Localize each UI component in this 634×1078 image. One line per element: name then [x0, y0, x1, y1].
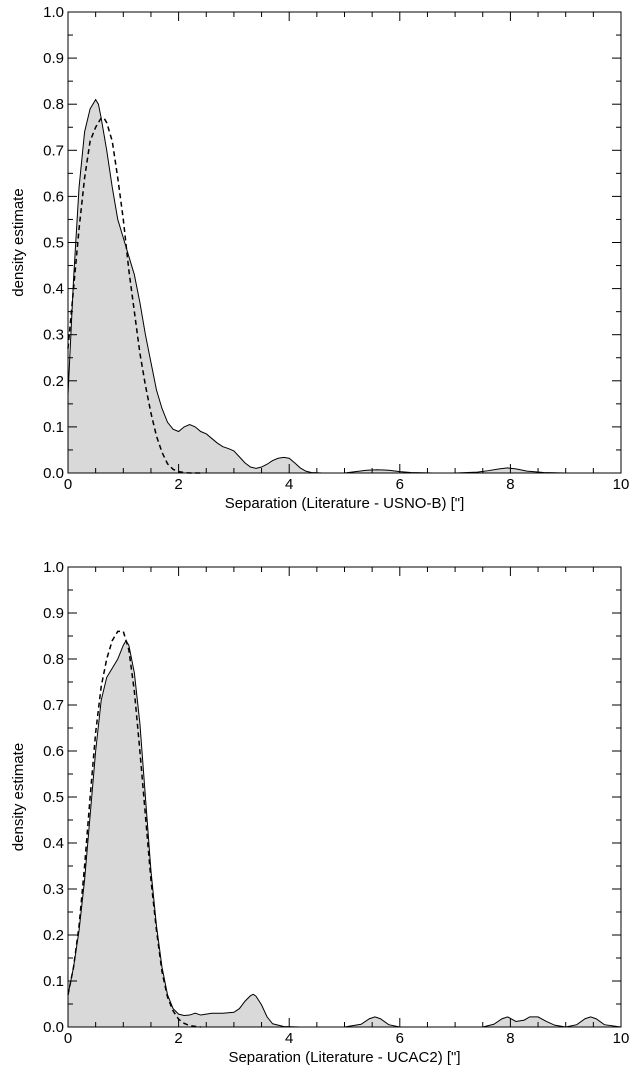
y-tick-label: 0.6 — [43, 188, 64, 205]
x-tick-label: 10 — [613, 1030, 630, 1047]
y-tick-label: 0.7 — [43, 697, 64, 714]
density-area-fill — [68, 99, 621, 473]
x-tick-label: 6 — [396, 1030, 404, 1047]
y-tick-label: 0.4 — [43, 281, 64, 298]
y-axis-label: density estimate — [10, 743, 27, 851]
chart-panel-2: 0.0 0.1 0.2 0.3 0.4 0.5 0.6 0.7 0.8 0.9 1.0 0 2 4 6 8 10… — [10, 559, 629, 1066]
x-tick-label: 10 — [613, 476, 630, 493]
y-tick-label: 0.6 — [43, 743, 64, 760]
y-tick-label: 0.8 — [43, 651, 64, 668]
x-tick-label: 0 — [64, 1030, 72, 1047]
density-curve-dashed — [67, 117, 201, 474]
y-axis-label: density estimate — [10, 188, 27, 296]
y-tick-label: 0.9 — [43, 50, 64, 67]
y-tick-label: 0.3 — [43, 327, 64, 344]
x-tick-label: 2 — [174, 1030, 182, 1047]
y-tick-label: 0.0 — [43, 1019, 64, 1036]
y-tick-label: 0.7 — [43, 142, 64, 159]
y-tick-label: 0.0 — [43, 465, 64, 482]
y-tick-label: 0.4 — [43, 835, 64, 852]
y-tick-label: 1.0 — [43, 559, 64, 576]
density-area-fill — [68, 640, 621, 1027]
x-tick-label: 4 — [285, 1030, 293, 1047]
density-curve-solid — [67, 639, 622, 1028]
y-tick-label: 0.5 — [43, 789, 64, 806]
x-axis-label: Separation (Literature - USNO-B) ["] — [225, 495, 465, 512]
y-tick-label: 0.8 — [43, 96, 64, 113]
x-tick-label: 8 — [506, 1030, 514, 1047]
y-tick-label: 0.2 — [43, 373, 64, 390]
x-tick-label: 6 — [396, 476, 404, 493]
x-axis-label: Separation (Literature - UCAC2) ["] — [228, 1049, 460, 1066]
y-tick-label: 0.5 — [43, 235, 64, 252]
y-tick-label: 0.1 — [43, 973, 64, 990]
chart-panel-1: 0.0 0.1 0.2 0.3 0.4 0.5 0.6 0.7 0.8 0.9 1.0 0 2 4 6 8 10… — [10, 4, 629, 512]
y-tick-label: 0.3 — [43, 881, 64, 898]
x-tick-label: 0 — [64, 476, 72, 493]
y-tick-label: 0.9 — [43, 605, 64, 622]
x-tick-label: 4 — [285, 476, 293, 493]
x-tick-label: 8 — [506, 476, 514, 493]
y-tick-label: 0.1 — [43, 419, 64, 436]
y-tick-label: 0.2 — [43, 927, 64, 944]
density-curve-dashed — [67, 630, 201, 1028]
y-tick-label: 1.0 — [43, 4, 64, 21]
x-tick-label: 2 — [174, 476, 182, 493]
